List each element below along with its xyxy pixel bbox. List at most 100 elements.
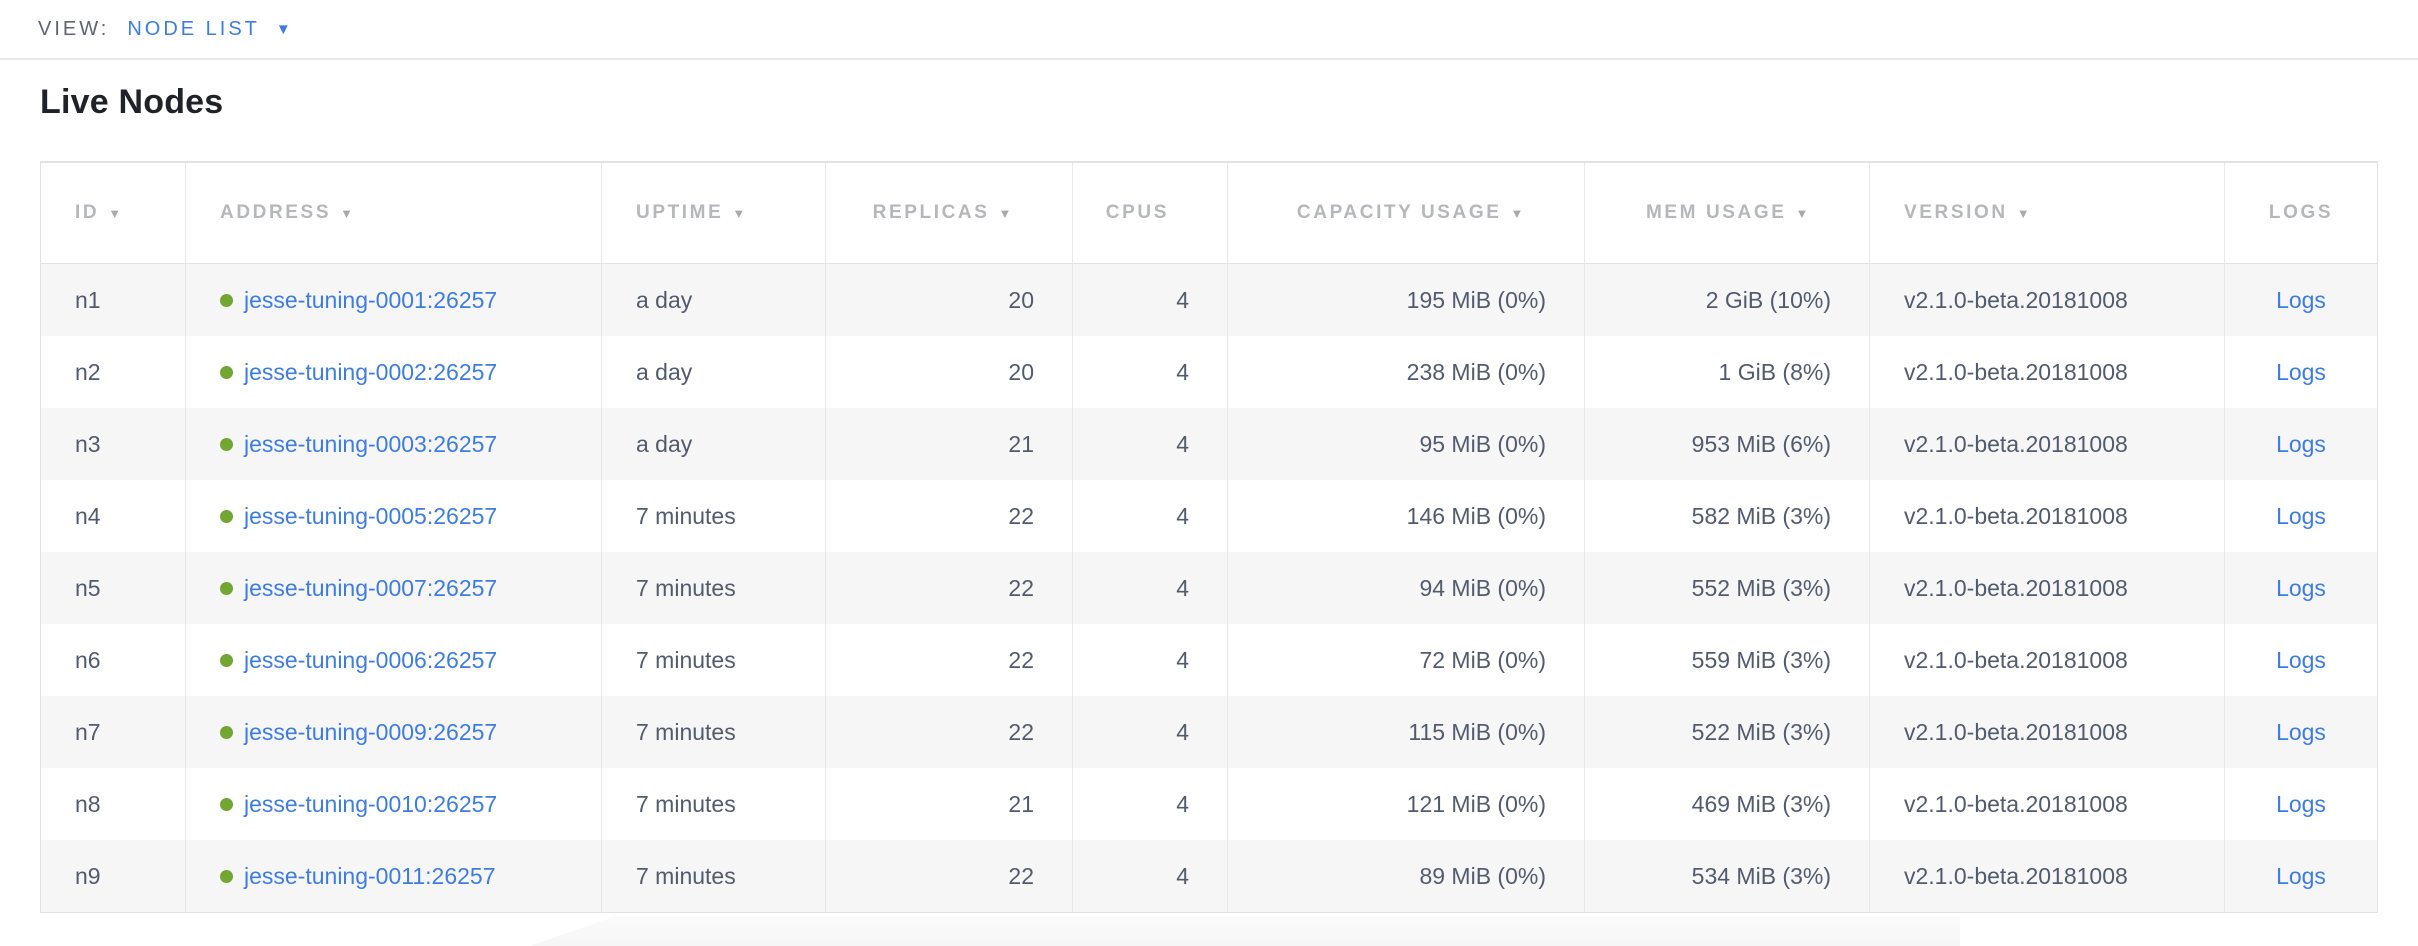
column-header-label: ADDRESS [220, 202, 332, 223]
node-live-status-dot [220, 509, 233, 523]
node-logs-link[interactable]: Logs [2276, 430, 2326, 457]
node-logs-link[interactable]: Logs [2276, 502, 2326, 529]
node-cpus-cell: 4 [1073, 552, 1228, 624]
table-row: n9 jesse-tuning-0011:26257 7 minutes 22 4 89 … [41, 840, 2377, 912]
node-capacity-cell: 121 MiB (0%) [1228, 768, 1585, 840]
node-id-cell: n1 [41, 264, 186, 336]
column-header-mem[interactable]: MEM USAGE ▼ [1585, 163, 1870, 263]
node-replicas-cell: 21 [826, 408, 1073, 480]
node-id-cell: n2 [41, 336, 186, 408]
node-logs-link[interactable]: Logs [2276, 646, 2326, 673]
node-address-cell: jesse-tuning-0001:26257 [186, 264, 602, 336]
node-address-link[interactable]: jesse-tuning-0010:26257 [244, 790, 498, 817]
node-uptime-cell: a day [602, 336, 826, 408]
node-uptime-cell: 7 minutes [602, 696, 826, 768]
column-header-label: REPLICAS [872, 202, 990, 223]
node-mem-cell: 1 GiB (8%) [1585, 336, 1870, 408]
node-version-cell: v2.1.0-beta.20181008 [1870, 264, 2225, 336]
node-logs-link[interactable]: Logs [2276, 790, 2326, 817]
column-header-cpus: CPUS [1073, 163, 1228, 263]
sort-desc-icon: ▼ [998, 205, 1014, 221]
node-address-link[interactable]: jesse-tuning-0002:26257 [244, 358, 498, 385]
node-live-status-dot [220, 581, 233, 595]
column-header-address[interactable]: ADDRESS ▼ [186, 163, 602, 263]
node-logs-cell: Logs [2225, 336, 2377, 408]
node-cpus-cell: 4 [1073, 408, 1228, 480]
node-capacity-cell: 72 MiB (0%) [1228, 624, 1585, 696]
table-row: n6 jesse-tuning-0006:26257 7 minutes 22 4 72 … [41, 624, 2377, 696]
node-mem-cell: 559 MiB (3%) [1585, 624, 1870, 696]
view-label: VIEW: [38, 17, 110, 40]
table-row: n4 jesse-tuning-0005:26257 7 minutes 22 4 146… [41, 480, 2377, 552]
view-dropdown[interactable]: NODE LIST ▼ [127, 18, 290, 41]
node-replicas-cell: 22 [826, 552, 1073, 624]
node-address-link[interactable]: jesse-tuning-0006:26257 [244, 646, 498, 673]
sort-desc-icon: ▼ [340, 205, 356, 221]
column-header-version[interactable]: VERSION ▼ [1870, 163, 2225, 263]
node-uptime-cell: 7 minutes [602, 768, 826, 840]
node-address-link[interactable]: jesse-tuning-0005:26257 [244, 502, 498, 529]
node-id-cell: n3 [41, 408, 186, 480]
node-logs-link[interactable]: Logs [2276, 358, 2326, 385]
table-header-row: ID ▼ ADDRESS ▼ UPTIME ▼ REPLICAS ▼ CPUS CAPACITY … [41, 163, 2377, 264]
node-cpus-cell: 4 [1073, 768, 1228, 840]
node-id-cell: n6 [41, 624, 186, 696]
node-logs-cell: Logs [2225, 768, 2377, 840]
column-header-label: LOGS [2268, 202, 2334, 223]
node-id-cell: n9 [41, 840, 186, 912]
node-live-status-dot [220, 869, 233, 883]
live-nodes-table: ID ▼ ADDRESS ▼ UPTIME ▼ REPLICAS ▼ CPUS CAPACITY … [40, 161, 2378, 913]
node-version-cell: v2.1.0-beta.20181008 [1870, 480, 2225, 552]
node-address-link[interactable]: jesse-tuning-0001:26257 [244, 286, 498, 313]
node-logs-link[interactable]: Logs [2276, 862, 2326, 889]
column-header-id[interactable]: ID ▼ [41, 163, 186, 263]
node-version-cell: v2.1.0-beta.20181008 [1870, 768, 2225, 840]
node-mem-cell: 522 MiB (3%) [1585, 696, 1870, 768]
node-address-cell: jesse-tuning-0006:26257 [186, 624, 602, 696]
node-cpus-cell: 4 [1073, 264, 1228, 336]
column-header-capacity[interactable]: CAPACITY USAGE ▼ [1228, 163, 1585, 263]
node-address-link[interactable]: jesse-tuning-0011:26257 [244, 862, 496, 889]
column-header-replicas[interactable]: REPLICAS ▼ [826, 163, 1073, 263]
node-replicas-cell: 20 [826, 336, 1073, 408]
sort-desc-icon: ▼ [1795, 205, 1811, 221]
node-uptime-cell: 7 minutes [602, 552, 826, 624]
node-address-link[interactable]: jesse-tuning-0003:26257 [244, 430, 498, 457]
sort-desc-icon: ▼ [2016, 205, 2033, 221]
node-capacity-cell: 94 MiB (0%) [1228, 552, 1585, 624]
node-live-status-dot [220, 797, 233, 811]
sort-desc-icon: ▼ [732, 205, 748, 221]
node-address-link[interactable]: jesse-tuning-0009:26257 [244, 718, 498, 745]
node-mem-cell: 582 MiB (3%) [1585, 480, 1870, 552]
node-version-cell: v2.1.0-beta.20181008 [1870, 408, 2225, 480]
bottom-shadow [530, 916, 1960, 946]
node-uptime-cell: a day [602, 408, 826, 480]
node-logs-link[interactable]: Logs [2276, 574, 2326, 601]
node-capacity-cell: 89 MiB (0%) [1228, 840, 1585, 912]
table-row: n7 jesse-tuning-0009:26257 7 minutes 22 4 115… [41, 696, 2377, 768]
node-mem-cell: 534 MiB (3%) [1585, 840, 1870, 912]
node-logs-cell: Logs [2225, 624, 2377, 696]
node-address-link[interactable]: jesse-tuning-0007:26257 [244, 574, 498, 601]
node-cpus-cell: 4 [1073, 336, 1228, 408]
node-address-cell: jesse-tuning-0005:26257 [186, 480, 602, 552]
node-replicas-cell: 22 [826, 480, 1073, 552]
node-uptime-cell: a day [602, 264, 826, 336]
view-dropdown-value: NODE LIST [127, 17, 260, 40]
node-cpus-cell: 4 [1073, 840, 1228, 912]
column-header-label: CAPACITY USAGE [1296, 202, 1502, 223]
chevron-down-icon: ▼ [275, 20, 291, 38]
node-id-cell: n5 [41, 552, 186, 624]
node-id-cell: n8 [41, 768, 186, 840]
node-mem-cell: 552 MiB (3%) [1585, 552, 1870, 624]
node-logs-link[interactable]: Logs [2276, 718, 2326, 745]
column-header-label: VERSION [1904, 202, 2008, 223]
column-header-label: ID [75, 202, 100, 223]
column-header-label: UPTIME [636, 202, 724, 223]
table-row: n3 jesse-tuning-0003:26257 a day 21 4 95 MiB … [41, 408, 2377, 480]
node-address-cell: jesse-tuning-0003:26257 [186, 408, 602, 480]
node-logs-link[interactable]: Logs [2276, 286, 2326, 313]
column-header-logs: LOGS [2225, 163, 2377, 263]
column-header-uptime[interactable]: UPTIME ▼ [602, 163, 826, 263]
